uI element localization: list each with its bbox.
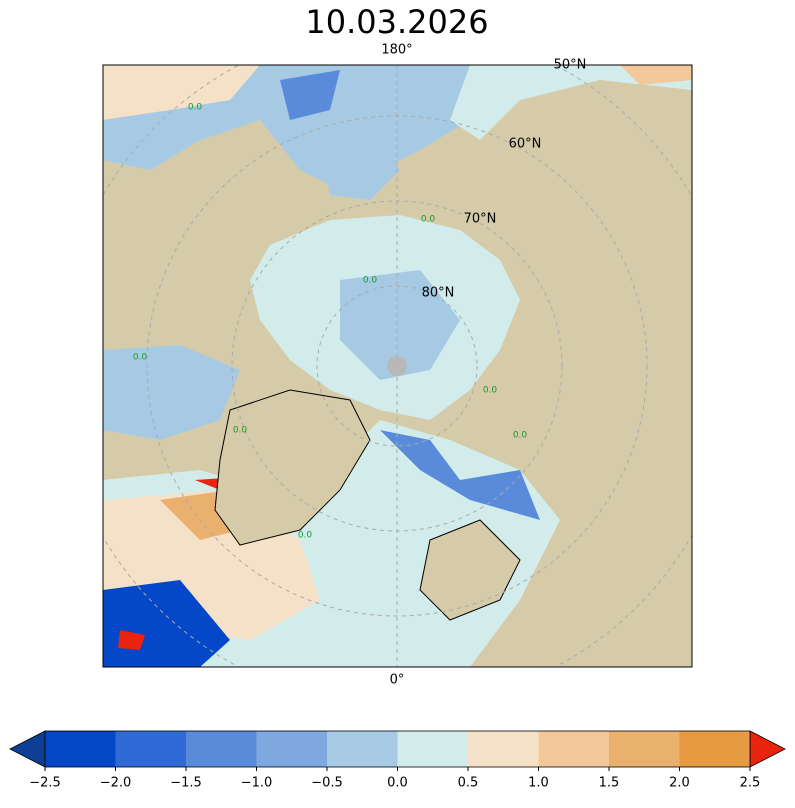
colorbar-tick-label: −2.5 — [29, 776, 61, 791]
colorbar-bin — [327, 731, 398, 767]
colorbar-tick-label: 0.5 — [458, 776, 479, 791]
contour-label: 0.0 — [188, 103, 203, 113]
contour-label: 0.0 — [363, 276, 378, 286]
colorbar-bin — [679, 731, 750, 767]
colorbar-bin — [538, 731, 609, 767]
colorbar-tick-label: 0.0 — [387, 776, 408, 791]
colorbar-bin — [186, 731, 257, 767]
contour-label: 0.0 — [133, 353, 148, 363]
contour-label: 0.0 — [513, 431, 528, 441]
colorbar-tick-label: −1.0 — [241, 776, 273, 791]
latitude-label: 50°N — [554, 58, 587, 73]
contour-label: 0.0 — [483, 386, 498, 396]
meridian-label: 180° — [381, 43, 412, 58]
colorbar-bin — [45, 731, 116, 767]
contour-label: 0.0 — [233, 426, 248, 436]
colorbar-tick-label: 1.5 — [599, 776, 620, 791]
colorbar: −2.5 −2.0 −1.5 −1.0 −0.5 0.0 0.5 1.0 1.5 2.0 2.5 — [9, 730, 786, 791]
colorbar-tick-label: −0.5 — [311, 776, 343, 791]
latitude-label: 60°N — [509, 137, 542, 152]
colorbar-bin — [256, 731, 327, 767]
contour-label: 0.0 — [298, 531, 313, 541]
latitude-label: 80°N — [422, 286, 455, 301]
meridian-label: 0° — [390, 673, 405, 688]
colorbar-over — [749, 730, 786, 768]
colorbar-tick-label: −1.5 — [170, 776, 202, 791]
contour-label: 0.0 — [421, 215, 436, 225]
colorbar-under — [9, 730, 46, 768]
colorbar-tick-label: −2.0 — [100, 776, 132, 791]
colorbar-tick-label: 2.5 — [740, 776, 761, 791]
title: 10.03.2026 — [305, 3, 488, 41]
map — [103, 65, 692, 667]
colorbar-bin — [115, 731, 186, 767]
colorbar-tick-label: 1.0 — [528, 776, 549, 791]
colorbar-bin — [609, 731, 680, 767]
colorbar-bin — [397, 731, 468, 767]
colorbar-tick-label: 2.0 — [669, 776, 690, 791]
map-labels: 180° 0° 50°N 60°N 70°N 80°N 0.0 0.0 0.0 0.0 0.0 0.0… — [133, 43, 587, 688]
colorbar-bin — [468, 731, 539, 767]
latitude-label: 70°N — [464, 212, 497, 227]
